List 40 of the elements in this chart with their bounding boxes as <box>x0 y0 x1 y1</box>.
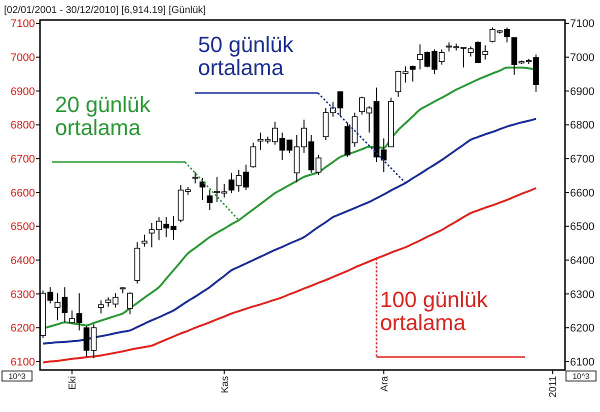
y-tick-label: 7000 <box>10 52 35 64</box>
candlestick <box>250 142 256 168</box>
series-label: 100 günlük ortalama <box>380 287 489 336</box>
y2-tick-label: 6800 <box>570 120 594 132</box>
y-tick-label: 6500 <box>10 221 35 234</box>
text: 50 günlük ortalama <box>198 32 294 80</box>
y2-tick-label: 6300 <box>570 288 594 301</box>
text: [02/01/2001 - 30/12/2010] [6,914.19] [Günlük] <box>4 5 206 16</box>
candlestick <box>410 65 416 82</box>
line-series <box>42 187 537 364</box>
y-tick-label: 6700 <box>10 153 35 166</box>
y2-tick-label: 6900 <box>570 86 594 98</box>
y2-tick-label: 6200 <box>570 322 594 335</box>
y2-tick-label: 7000 <box>570 52 594 64</box>
x-tick-label: Eki <box>68 376 78 390</box>
candlestick <box>142 234 148 248</box>
candlestick <box>200 177 206 200</box>
y-tick-label: 6600 <box>10 187 35 200</box>
y2-tick-label: 6500 <box>570 221 594 234</box>
y-tick-label: 7100 <box>10 18 35 30</box>
y-tick-label: 6100 <box>10 356 35 368</box>
x-tick-label: Ara <box>379 376 390 392</box>
x-tick-label: Kas <box>220 376 231 394</box>
y2-tick-label: 6100 <box>570 356 594 368</box>
y2-tick-label: 6700 <box>570 153 594 166</box>
y2-tick-label: 6400 <box>570 254 594 267</box>
y-tick-label: 6300 <box>10 288 35 301</box>
y2-tick-label: 7100 <box>570 18 594 30</box>
y-tick-label: 6800 <box>10 120 35 132</box>
y-tick-label: 6900 <box>10 86 35 98</box>
y-tick-label: 6200 <box>10 322 35 335</box>
text: 20 günlük ortalama <box>55 92 152 140</box>
candlestick <box>127 292 133 315</box>
text: 10^3 <box>8 372 26 381</box>
y2-tick-label: 6600 <box>570 187 594 200</box>
y-tick-label: 6400 <box>10 254 35 267</box>
text: 2011 <box>548 376 560 398</box>
candlestick <box>206 190 213 211</box>
text: 10^3 <box>572 372 590 381</box>
candlestick <box>98 300 104 314</box>
